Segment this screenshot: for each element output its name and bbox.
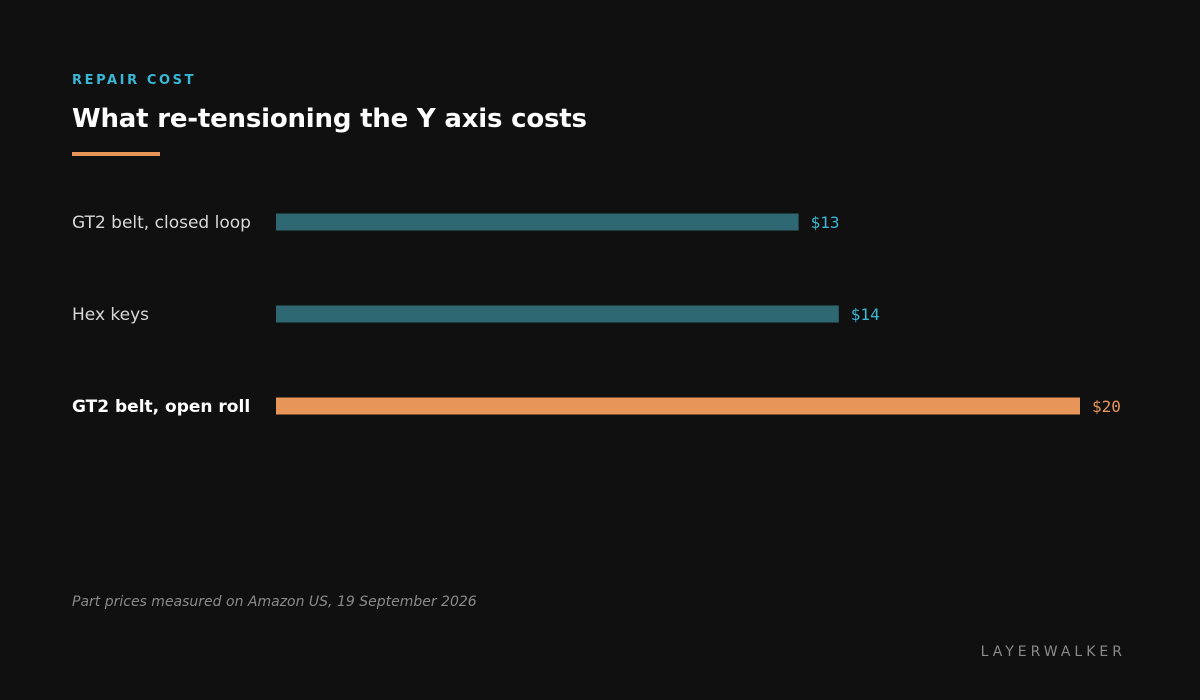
title-underline bbox=[72, 152, 160, 156]
brand-wordmark: LAYERWALKER bbox=[980, 644, 1126, 660]
category-label-0: GT2 belt, closed loop bbox=[72, 213, 251, 233]
value-label-0: $13 bbox=[811, 213, 840, 232]
bar-2 bbox=[276, 397, 1080, 415]
source-footnote: Part prices measured on Amazon US, 19 Se… bbox=[72, 594, 477, 610]
category-label-2: GT2 belt, open roll bbox=[72, 397, 250, 417]
bar-1 bbox=[276, 305, 839, 323]
value-label-1: $14 bbox=[851, 305, 880, 324]
bar-0 bbox=[276, 213, 799, 231]
chart-eyebrow: REPAIR COST bbox=[72, 73, 197, 88]
category-label-1: Hex keys bbox=[72, 305, 149, 325]
value-label-2: $20 bbox=[1092, 397, 1121, 416]
chart-title: What re-tensioning the Y axis costs bbox=[72, 104, 587, 134]
